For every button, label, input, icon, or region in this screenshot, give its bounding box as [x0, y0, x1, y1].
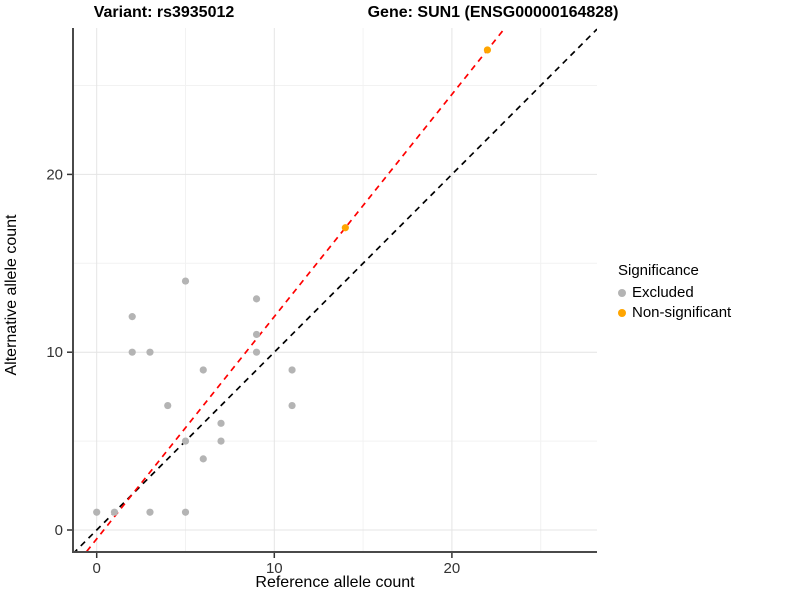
x-tick-label: 0: [93, 560, 101, 577]
non-significant-dot-icon: [618, 308, 626, 317]
excluded-dot-icon: [618, 288, 626, 297]
data-point-excluded: [181, 437, 190, 445]
data-point-excluded: [110, 508, 119, 516]
legend-title: Significance: [618, 262, 699, 279]
legend-item-excluded: Excluded: [618, 284, 731, 301]
plot-title-variant: Variant: rs3935012: [93, 4, 235, 21]
y-tick-label: 0: [55, 522, 63, 539]
data-point-excluded: [181, 508, 190, 516]
identity-line: [73, 28, 597, 552]
plot-title-gene: Gene: SUN1 (ENSG00000164828): [367, 4, 619, 21]
data-point-excluded: [252, 330, 261, 339]
x-tick-label: 10: [266, 560, 283, 577]
data-point-excluded: [181, 277, 190, 285]
data-point-non-significant: [341, 224, 349, 232]
data-point-excluded: [199, 455, 207, 463]
legend-item-non-significant: Non-significant: [618, 304, 731, 321]
data-point-excluded: [252, 348, 261, 356]
data-point-excluded: [217, 437, 225, 445]
y-tick-label: 20: [46, 166, 63, 183]
data-point-excluded: [146, 508, 154, 516]
data-point-excluded: [217, 419, 225, 427]
x-axis-title: Reference allele count: [255, 574, 415, 591]
data-point-excluded: [199, 366, 207, 374]
x-tick-label: 20: [444, 560, 461, 577]
data-point-excluded: [288, 401, 296, 410]
legend: Significance Excluded Non-significant: [618, 262, 731, 324]
data-point-excluded: [128, 348, 136, 356]
fit-line: [85, 28, 507, 552]
data-point-excluded: [164, 401, 172, 410]
data-point-excluded: [146, 348, 154, 356]
data-point-excluded: [288, 366, 296, 374]
y-axis-title: Alternative allele count: [3, 214, 20, 376]
data-point-excluded: [93, 508, 101, 516]
data-point-excluded: [252, 295, 261, 303]
y-tick-label: 10: [46, 344, 63, 361]
data-point-non-significant: [483, 46, 492, 54]
data-point-excluded: [128, 313, 136, 321]
